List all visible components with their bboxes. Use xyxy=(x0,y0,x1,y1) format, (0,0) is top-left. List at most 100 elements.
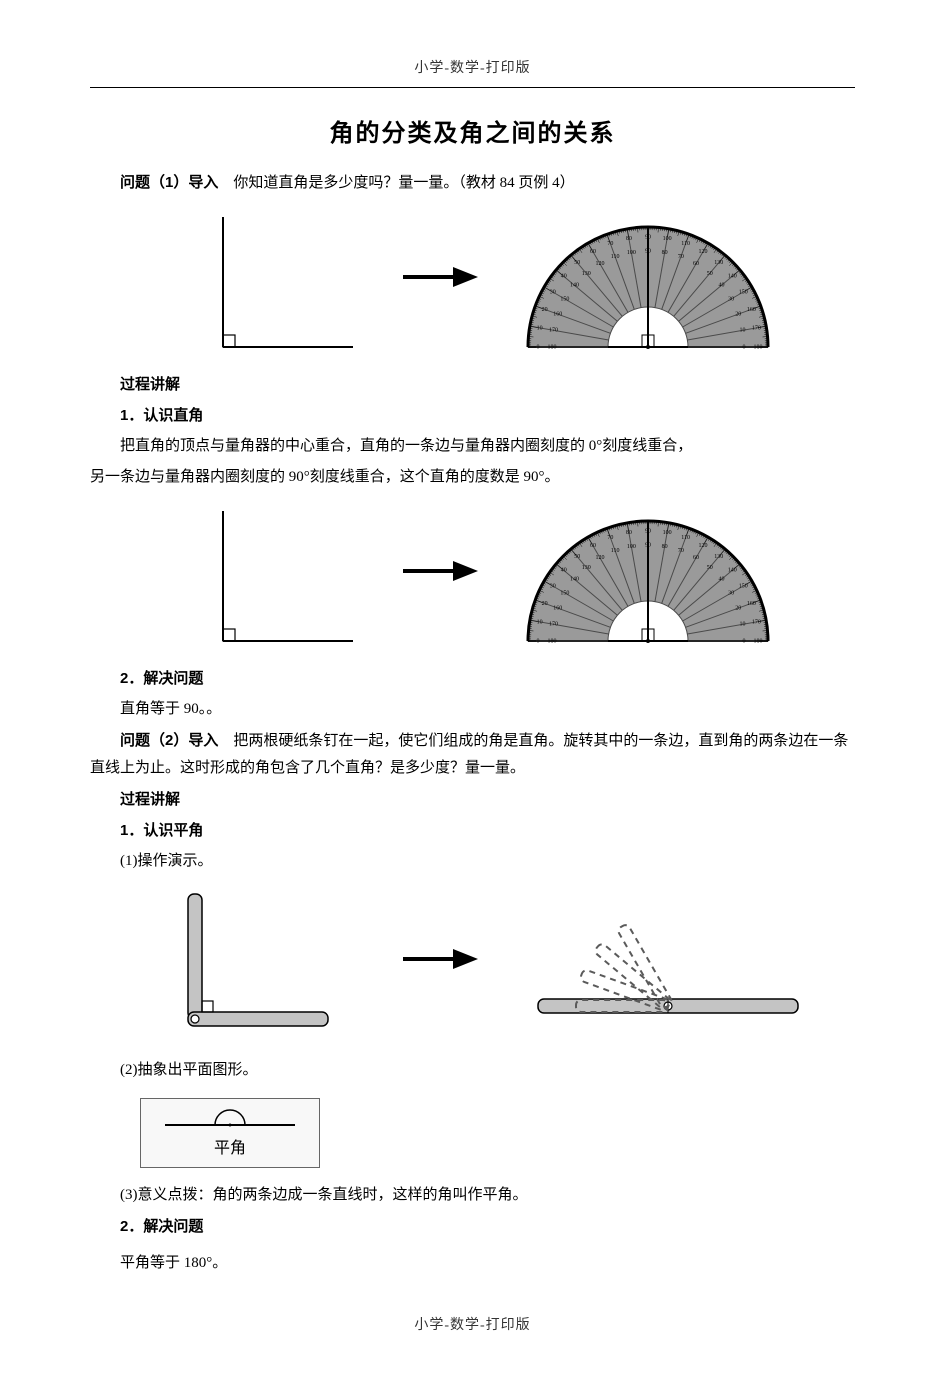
svg-text:50: 50 xyxy=(706,271,712,277)
svg-text:140: 140 xyxy=(569,577,578,583)
strips-flat-angle xyxy=(528,904,808,1024)
protractor-diagram-2: 0180101702016030150401405013060120701108… xyxy=(518,501,778,651)
svg-text:80: 80 xyxy=(661,250,667,256)
process-heading-2: 过程讲解 xyxy=(90,786,855,813)
svg-text:110: 110 xyxy=(610,255,619,261)
svg-text:160: 160 xyxy=(746,601,755,607)
figure-row-2: 0180101702016030150401405013060120701108… xyxy=(130,501,855,651)
svg-text:170: 170 xyxy=(751,326,760,332)
svg-text:150: 150 xyxy=(560,591,569,597)
sec2-solve-heading: 2．解决问题 xyxy=(90,1213,855,1240)
svg-text:30: 30 xyxy=(728,297,734,303)
svg-text:60: 60 xyxy=(693,262,699,268)
svg-text:110: 110 xyxy=(681,535,690,541)
page-header: 小学-数学-打印版 xyxy=(90,50,855,88)
svg-text:80: 80 xyxy=(625,530,631,536)
sec1-solve-text: 直角等于 90。。 xyxy=(90,696,855,723)
sec2-sub2: (2)抽象出平面图形。 xyxy=(90,1057,855,1084)
figure-row-1: 0180101702016030150401405013060120701108… xyxy=(130,207,855,357)
svg-text:0: 0 xyxy=(536,639,539,645)
q1-lead: 问题（1）导入 你知道直角是多少度吗？量一量。（教材 84 页例 4） xyxy=(90,169,855,197)
sec1-p1: 把直角的顶点与量角器的中心重合，直角的一条边与量角器内圈刻度的 0°刻度线重合， xyxy=(90,433,855,460)
page-title: 角的分类及角之间的关系 xyxy=(90,112,855,155)
right-angle-diagram-2 xyxy=(208,501,358,651)
svg-text:20: 20 xyxy=(735,606,741,612)
svg-text:110: 110 xyxy=(681,241,690,247)
svg-text:70: 70 xyxy=(677,255,683,261)
sec2-solve-text: 平角等于 180°。 xyxy=(90,1250,855,1277)
svg-text:20: 20 xyxy=(541,307,547,313)
svg-text:180: 180 xyxy=(753,639,762,645)
svg-text:140: 140 xyxy=(727,568,736,574)
sec1-heading: 1．认识直角 xyxy=(90,402,855,429)
svg-text:60: 60 xyxy=(590,249,596,255)
svg-text:10: 10 xyxy=(739,622,745,628)
svg-text:100: 100 xyxy=(662,530,671,536)
svg-text:170: 170 xyxy=(548,622,557,628)
svg-text:10: 10 xyxy=(536,620,542,626)
arrow-icon xyxy=(398,257,478,307)
svg-text:40: 40 xyxy=(718,283,724,289)
arrow-icon xyxy=(398,939,478,989)
svg-text:150: 150 xyxy=(560,297,569,303)
q1-lead-bold: 问题（1）导入 xyxy=(120,174,218,191)
svg-text:130: 130 xyxy=(581,565,590,571)
svg-text:180: 180 xyxy=(753,345,762,351)
svg-text:60: 60 xyxy=(693,556,699,562)
q2-lead: 问题（2）导入 把两根硬纸条钉在一起，使它们组成的角是直角。旋转其中的一条边，直… xyxy=(90,727,855,782)
q1-lead-rest: 你知道直角是多少度吗？量一量。（教材 84 页例 4） xyxy=(218,175,574,191)
process-heading-1: 过程讲解 xyxy=(90,371,855,398)
arrow-icon xyxy=(398,551,478,601)
svg-text:160: 160 xyxy=(746,307,755,313)
svg-text:80: 80 xyxy=(661,544,667,550)
svg-text:170: 170 xyxy=(751,620,760,626)
svg-text:120: 120 xyxy=(698,249,707,255)
svg-text:20: 20 xyxy=(541,601,547,607)
svg-text:50: 50 xyxy=(574,554,580,560)
svg-text:100: 100 xyxy=(662,236,671,242)
svg-text:120: 120 xyxy=(595,556,604,562)
svg-text:30: 30 xyxy=(549,290,555,296)
flat-angle-label: 平角 xyxy=(214,1135,246,1164)
svg-text:100: 100 xyxy=(626,544,635,550)
sec2-sub1: (1)操作演示。 xyxy=(90,848,855,875)
svg-text:70: 70 xyxy=(607,535,613,541)
sec2-sub3: (3)意义点拨：角的两条边成一条直线时，这样的角叫作平角。 xyxy=(90,1182,855,1209)
flat-angle-figure: 平角 xyxy=(140,1098,320,1168)
page: 小学-数学-打印版 角的分类及角之间的关系 问题（1）导入 你知道直角是多少度吗… xyxy=(0,0,945,1375)
q2-lead-bold: 问题（2）导入 xyxy=(120,732,218,749)
svg-text:50: 50 xyxy=(574,260,580,266)
svg-text:80: 80 xyxy=(625,236,631,242)
svg-text:130: 130 xyxy=(714,260,723,266)
svg-text:70: 70 xyxy=(677,549,683,555)
svg-text:0: 0 xyxy=(536,345,539,351)
svg-text:30: 30 xyxy=(728,591,734,597)
protractor-diagram-1: 0180101702016030150401405013060120701108… xyxy=(518,207,778,357)
svg-text:110: 110 xyxy=(610,549,619,555)
svg-text:120: 120 xyxy=(595,262,604,268)
svg-text:60: 60 xyxy=(590,543,596,549)
sec1-solve-heading: 2．解决问题 xyxy=(90,665,855,692)
svg-text:140: 140 xyxy=(569,283,578,289)
svg-text:160: 160 xyxy=(553,606,562,612)
svg-text:50: 50 xyxy=(706,565,712,571)
svg-text:180: 180 xyxy=(547,345,556,351)
svg-text:20: 20 xyxy=(735,312,741,318)
svg-text:0: 0 xyxy=(742,345,745,351)
svg-text:10: 10 xyxy=(536,326,542,332)
svg-text:30: 30 xyxy=(549,584,555,590)
strips-right-angle xyxy=(158,889,348,1039)
svg-text:140: 140 xyxy=(727,274,736,280)
svg-text:170: 170 xyxy=(548,328,557,334)
header-text: 小学-数学-打印版 xyxy=(414,61,530,76)
svg-text:120: 120 xyxy=(698,543,707,549)
sec1-p2: 另一条边与量角器内圈刻度的 90°刻度线重合，这个直角的度数是 90°。 xyxy=(90,464,855,491)
page-footer: 小学-数学-打印版 xyxy=(90,1307,855,1344)
right-angle-diagram-1 xyxy=(208,207,358,357)
svg-text:0: 0 xyxy=(742,639,745,645)
svg-text:130: 130 xyxy=(581,271,590,277)
figure-row-3 xyxy=(110,889,855,1039)
svg-text:100: 100 xyxy=(626,250,635,256)
svg-text:130: 130 xyxy=(714,554,723,560)
footer-text: 小学-数学-打印版 xyxy=(414,1318,530,1333)
